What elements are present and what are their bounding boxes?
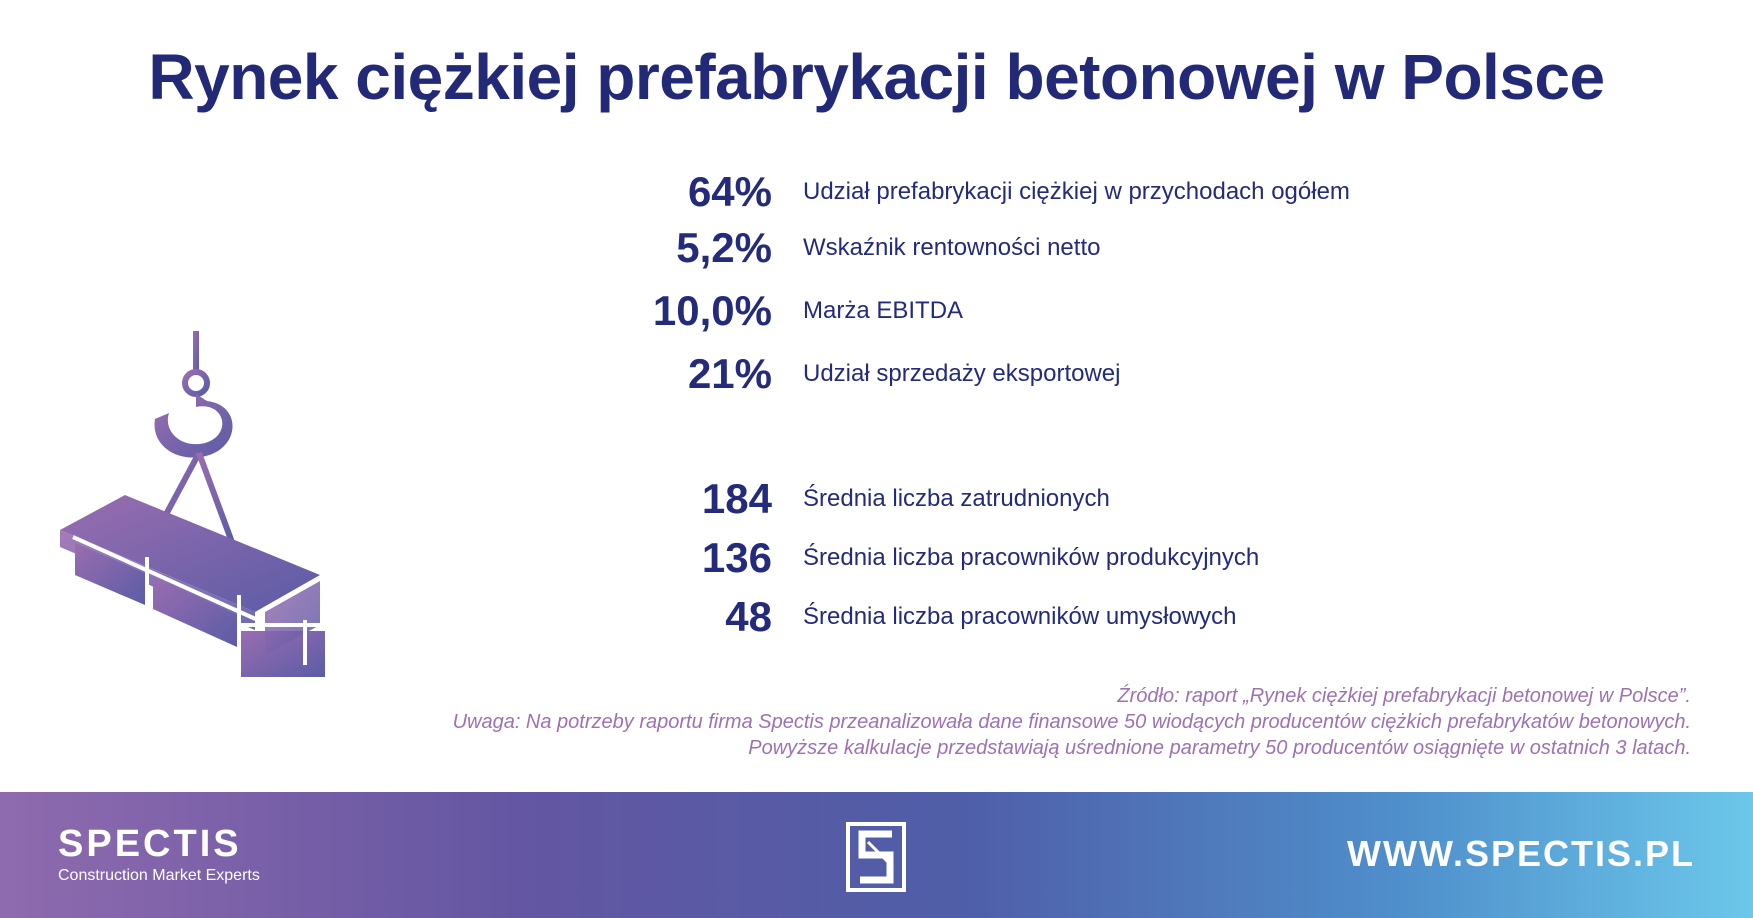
- brand-logo: SPECTIS Construction Market Experts: [58, 824, 260, 886]
- stat-label: Udział sprzedaży eksportowej: [803, 360, 1121, 387]
- stat-label: Marża EBITDA: [803, 297, 964, 324]
- website-link[interactable]: WWW.SPECTIS.PL: [1347, 833, 1695, 874]
- stat-value: 184: [701, 475, 772, 522]
- stat-value: 10,0%: [652, 287, 772, 334]
- remark-note: Powyższe kalkulacje przedstawiają uśredn…: [748, 737, 1691, 759]
- source-note: Źródło: raport „Rynek ciężkiej prefabryk…: [1117, 685, 1691, 707]
- stat-value: 5,2%: [676, 224, 772, 271]
- stat-row: 5,2% Wskaźnik rentowności netto: [560, 220, 1460, 276]
- stat-row: 48 Średnia liczba pracowników umysłowych: [560, 589, 1460, 645]
- stat-row: 64% Udział prefabrykacji ciężkiej w przy…: [560, 164, 1460, 220]
- footer-banner: SPECTIS Construction Market Experts WWW.…: [0, 792, 1753, 918]
- stat-value: 64%: [687, 168, 772, 215]
- stat-label: Udział prefabrykacji ciężkiej w przychod…: [803, 178, 1350, 205]
- stat-row: 184 Średnia liczba zatrudnionych: [560, 471, 1460, 527]
- stat-row: 136 Średnia liczba pracowników produkcyj…: [560, 530, 1460, 586]
- brand-tagline: Construction Market Experts: [58, 867, 260, 884]
- stat-label: Wskaźnik rentowności netto: [803, 234, 1101, 261]
- remark-note: Uwaga: Na potrzeby raportu firma Spectis…: [452, 711, 1691, 733]
- spectis-s-logo-icon: [846, 822, 906, 892]
- brand-name: SPECTIS: [58, 823, 242, 865]
- stat-value: 48: [725, 593, 772, 640]
- source-notes: Źródło: raport „Rynek ciężkiej prefabryk…: [453, 683, 1691, 761]
- stat-value: 21%: [687, 350, 772, 397]
- stat-label: Średnia liczba pracowników umysłowych: [803, 603, 1237, 630]
- stat-value: 136: [701, 534, 772, 581]
- crane-hook-concrete-beam-icon: [60, 331, 325, 677]
- stat-label: Średnia liczba pracowników produkcyjnych: [803, 544, 1260, 571]
- stat-row: 21% Udział sprzedaży eksportowej: [560, 346, 1460, 402]
- stat-label: Średnia liczba zatrudnionych: [803, 485, 1110, 512]
- stat-row: 10,0% Marża EBITDA: [560, 283, 1460, 339]
- page-title: Rynek ciężkiej prefabrykacji betonowej w…: [148, 41, 1605, 113]
